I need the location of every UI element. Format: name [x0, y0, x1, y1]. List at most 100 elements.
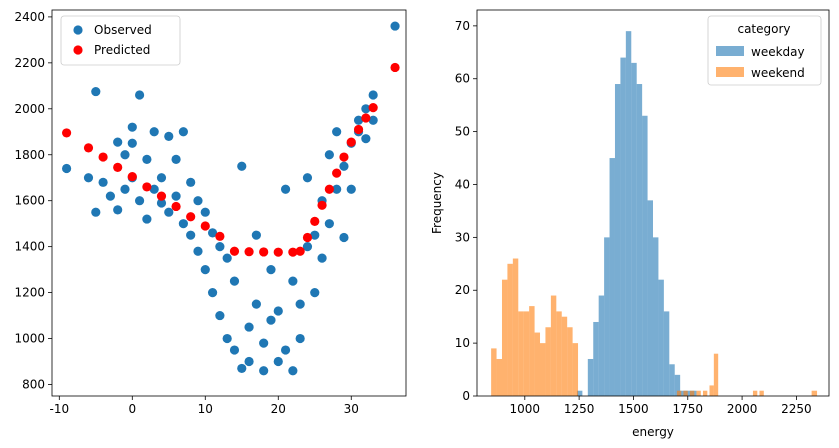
scatter-point [368, 90, 378, 100]
histogram-bar [663, 311, 670, 396]
scatter-point [142, 214, 152, 224]
scatter-point [156, 198, 167, 208]
histogram-bar [683, 390, 688, 396]
scatter-point [295, 299, 305, 309]
x-tick-label: 1500 [618, 402, 649, 416]
x-tick-label: 0 [128, 402, 136, 416]
histogram-bar [576, 390, 583, 396]
scatter-point [310, 216, 320, 226]
scatter-point [134, 196, 145, 206]
scatter-point [302, 173, 313, 183]
scatter-point [113, 205, 123, 215]
scatter-point [237, 363, 247, 374]
scatter-point [149, 184, 159, 194]
y-tick-label: 2400 [14, 10, 45, 24]
histogram-bar [545, 327, 551, 396]
scatter-point [61, 128, 72, 138]
histogram-bar [674, 374, 681, 396]
scatter-point [259, 338, 269, 348]
scatter-point [273, 306, 283, 316]
histogram-bar [604, 237, 610, 396]
scatter-point [229, 246, 240, 256]
scatter-point [98, 177, 108, 187]
scatter-point [361, 113, 371, 123]
scatter-point [164, 207, 174, 217]
scatter-point [156, 173, 167, 183]
x-tick-label: 10 [198, 402, 213, 416]
y-tick-label: 10 [455, 336, 470, 350]
scatter-point [207, 288, 218, 298]
y-tick-label: 1800 [14, 148, 45, 162]
scatter-point [302, 232, 313, 243]
y-tick-label: 20 [455, 283, 470, 297]
legend-box [60, 15, 181, 66]
scatter-point [222, 333, 232, 344]
histogram-bar [556, 311, 562, 396]
scatter-point [273, 356, 283, 367]
scatter-point [244, 247, 254, 257]
y-tick-label: 1600 [14, 194, 45, 208]
scatter-point [251, 299, 261, 309]
scatter-point [193, 196, 203, 206]
x-tick-label: 1000 [510, 402, 541, 416]
scatter-point [259, 366, 269, 376]
x-tick-label: 1250 [564, 402, 595, 416]
scatter-point [142, 182, 152, 192]
scatter-frame [51, 9, 407, 397]
histogram-plot: 1000 1250 1500 1750 2000 2250 0 10 20 30 40 50 60 70 e… [430, 9, 830, 439]
scatter-point [361, 104, 371, 114]
legend-marker [73, 25, 83, 35]
y-tick-label: 800 [22, 378, 45, 392]
histogram-bar [550, 295, 557, 396]
histogram-bar [658, 279, 664, 396]
histogram-bar [811, 390, 818, 396]
legend-swatch [716, 67, 744, 77]
histogram-bar [572, 343, 579, 396]
histogram-bar [561, 316, 568, 396]
scatter-point [164, 131, 174, 141]
x-tick-label: 1750 [672, 402, 703, 416]
scatter-point [390, 21, 400, 31]
histogram-bar [752, 390, 758, 396]
scatter-point [251, 230, 261, 240]
scatter-point [390, 62, 400, 73]
scatter-point [339, 232, 349, 243]
scatter-point [98, 152, 108, 162]
scatter-point [186, 177, 196, 187]
histogram-bar [620, 57, 626, 396]
scatter-point [353, 115, 364, 125]
histogram-bar [702, 390, 708, 396]
scatter-point [346, 184, 356, 194]
legend-label: Predicted [94, 43, 150, 57]
y-tick-label: 70 [455, 19, 470, 33]
scatter-point [207, 228, 218, 238]
scatter-point [127, 138, 137, 148]
scatter-point [324, 150, 334, 160]
scatter-legend: Observed Predicted [60, 15, 181, 66]
x-axis-title: energy [632, 425, 674, 439]
scatter-point [120, 184, 130, 194]
scatter-point [61, 163, 72, 174]
histogram-bar [507, 263, 513, 396]
histogram-bar [491, 348, 497, 396]
histogram-bar [518, 311, 524, 396]
scatter-point [200, 265, 210, 275]
legend-label: weekend [751, 66, 805, 80]
scatter-point [244, 322, 254, 332]
histogram-bar [689, 390, 695, 396]
histogram-bar [609, 158, 615, 396]
histogram-bar [540, 343, 546, 396]
scatter-point [171, 201, 181, 212]
scatter-point [273, 247, 283, 257]
histogram-bar [653, 237, 659, 396]
scatter-point [83, 143, 94, 153]
histogram-bar [587, 358, 594, 396]
scatter-point [113, 137, 123, 147]
histogram-bar [593, 321, 599, 396]
scatter-point [229, 276, 240, 286]
scatter-point [288, 247, 298, 257]
scatter-point [215, 242, 225, 252]
y-axis-title: Frequency [430, 172, 444, 234]
histogram-bar [759, 390, 764, 396]
scatter-point [237, 161, 247, 171]
